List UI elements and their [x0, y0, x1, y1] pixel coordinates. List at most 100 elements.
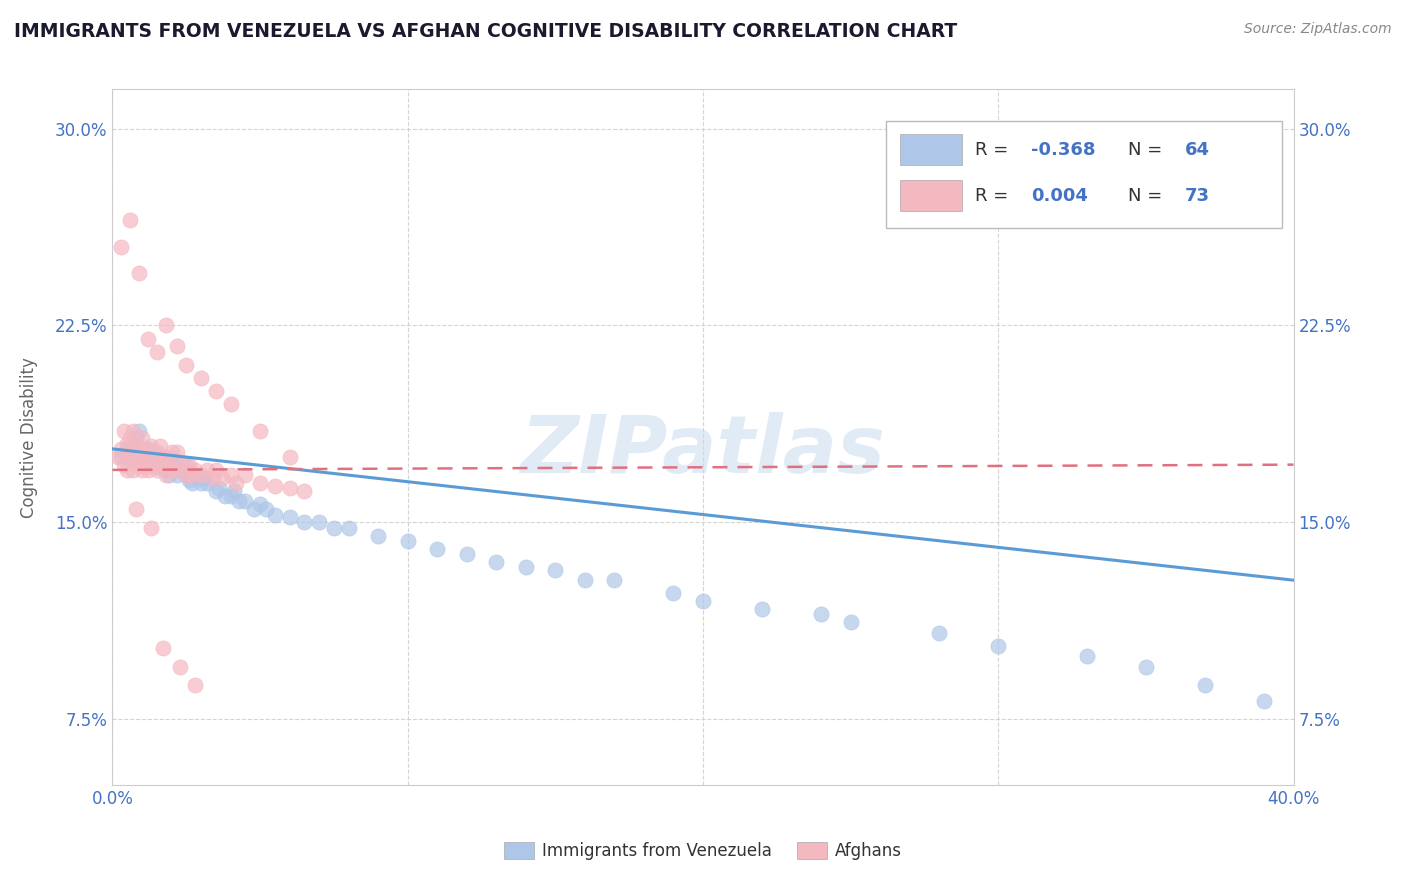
- Point: [107, 450, 129, 464]
- Point: [160, 444, 183, 458]
- Point: [146, 463, 169, 477]
- Point: [184, 463, 207, 477]
- Point: [166, 444, 188, 458]
- FancyBboxPatch shape: [886, 120, 1282, 228]
- Point: [1076, 649, 1098, 664]
- Point: [131, 431, 153, 445]
- Point: [125, 431, 148, 445]
- Point: [179, 458, 201, 472]
- Point: [136, 444, 159, 458]
- Point: [139, 447, 162, 461]
- Point: [125, 439, 148, 453]
- Point: [179, 474, 201, 488]
- Point: [292, 516, 315, 530]
- Point: [426, 541, 449, 556]
- Point: [142, 458, 165, 472]
- Point: [125, 502, 148, 516]
- Text: 0.004: 0.004: [1032, 186, 1088, 204]
- Point: [219, 489, 242, 503]
- Point: [128, 266, 150, 280]
- Text: 73: 73: [1185, 186, 1211, 204]
- Point: [456, 547, 478, 561]
- Point: [195, 463, 218, 477]
- Point: [120, 431, 142, 445]
- Point: [195, 476, 218, 491]
- Point: [110, 450, 132, 464]
- Point: [117, 463, 138, 477]
- Point: [152, 641, 174, 656]
- Point: [1253, 694, 1275, 708]
- Point: [125, 455, 148, 469]
- Point: [193, 471, 215, 485]
- Point: [292, 483, 315, 498]
- Point: [110, 442, 132, 456]
- Point: [225, 476, 247, 491]
- Point: [249, 497, 271, 511]
- Point: [155, 450, 177, 464]
- Point: [181, 476, 204, 491]
- Point: [163, 458, 186, 472]
- Point: [810, 607, 832, 622]
- Point: [120, 450, 142, 464]
- Point: [214, 489, 236, 503]
- Point: [160, 463, 183, 477]
- Text: R =: R =: [974, 186, 1014, 204]
- Point: [544, 563, 567, 577]
- Point: [136, 442, 159, 456]
- Point: [249, 424, 271, 438]
- Point: [117, 436, 138, 450]
- Point: [166, 468, 188, 483]
- Point: [112, 424, 135, 438]
- Point: [574, 573, 596, 587]
- Point: [139, 521, 162, 535]
- Point: [278, 481, 301, 495]
- Point: [169, 660, 191, 674]
- Point: [190, 371, 212, 385]
- Point: [166, 339, 188, 353]
- Point: [662, 586, 685, 600]
- Text: N =: N =: [1128, 186, 1168, 204]
- Text: IMMIGRANTS FROM VENEZUELA VS AFGHAN COGNITIVE DISABILITY CORRELATION CHART: IMMIGRANTS FROM VENEZUELA VS AFGHAN COGN…: [14, 22, 957, 41]
- Point: [308, 516, 330, 530]
- Point: [190, 476, 212, 491]
- Text: R =: R =: [974, 141, 1014, 159]
- Point: [174, 358, 197, 372]
- Point: [131, 463, 153, 477]
- Point: [139, 439, 162, 453]
- Point: [201, 471, 224, 485]
- Point: [1135, 660, 1157, 674]
- Point: [515, 560, 537, 574]
- Point: [172, 458, 194, 472]
- Point: [146, 455, 169, 469]
- Point: [485, 555, 508, 569]
- Point: [136, 332, 159, 346]
- Point: [205, 384, 228, 398]
- Point: [136, 463, 159, 477]
- Point: [174, 468, 197, 483]
- Text: ZIPatlas: ZIPatlas: [520, 412, 886, 490]
- Point: [149, 439, 172, 453]
- FancyBboxPatch shape: [900, 134, 962, 165]
- Point: [190, 468, 212, 483]
- Point: [228, 494, 250, 508]
- Point: [139, 455, 162, 469]
- Point: [243, 502, 266, 516]
- Point: [110, 240, 132, 254]
- Point: [131, 447, 153, 461]
- Point: [987, 639, 1010, 653]
- Point: [160, 452, 183, 467]
- Point: [157, 468, 180, 483]
- Point: [264, 478, 287, 492]
- Point: [928, 625, 950, 640]
- Point: [233, 468, 256, 483]
- Point: [155, 318, 177, 333]
- Y-axis label: Cognitive Disability: Cognitive Disability: [20, 357, 38, 517]
- Point: [174, 458, 197, 472]
- Legend: Immigrants from Venezuela, Afghans: Immigrants from Venezuela, Afghans: [498, 836, 908, 867]
- Point: [254, 502, 277, 516]
- Point: [219, 397, 242, 411]
- Point: [146, 344, 169, 359]
- Point: [128, 424, 150, 438]
- Point: [122, 424, 145, 438]
- Point: [122, 436, 145, 450]
